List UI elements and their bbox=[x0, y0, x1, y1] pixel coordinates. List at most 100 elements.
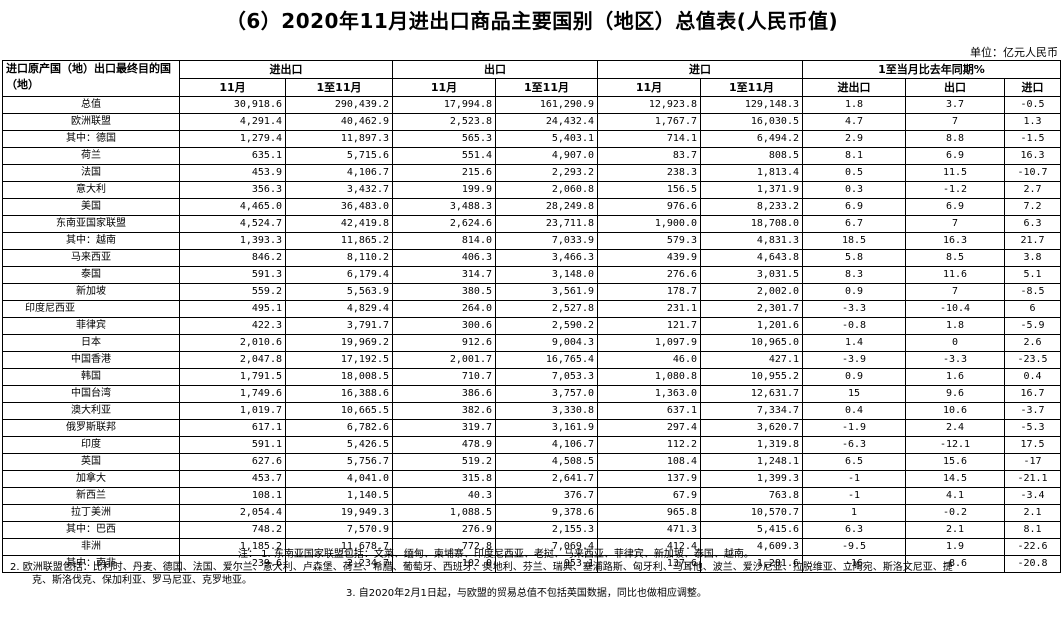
table-cell: 11,897.3 bbox=[285, 130, 393, 148]
table-cell: -20.8 bbox=[1004, 555, 1061, 573]
table-cell: 406.3 bbox=[392, 249, 496, 267]
table-cell: 6.5 bbox=[802, 453, 906, 471]
table-cell: 627.6 bbox=[179, 453, 286, 471]
table-cell: -0.8 bbox=[802, 317, 906, 335]
table-cell: 8.5 bbox=[905, 249, 1005, 267]
table-cell: 0.4 bbox=[802, 402, 906, 420]
table-cell: 17.5 bbox=[1004, 436, 1061, 454]
table-cell: 315.8 bbox=[392, 470, 496, 488]
row-name: 印度 bbox=[2, 436, 180, 454]
table-row: 荷兰 635.1 5,715.6 551.4 4,907.0 83.7 808.5 8.1 6.… bbox=[2, 147, 1061, 165]
table-cell: 161,290.9 bbox=[495, 96, 598, 114]
table-cell: 18,008.5 bbox=[285, 368, 393, 386]
row-name: 总值 bbox=[2, 96, 180, 114]
table-row: 英国 627.6 5,756.7 519.2 4,508.5 108.4 1,248.1 6.… bbox=[2, 453, 1061, 471]
table-cell: 637.1 bbox=[597, 402, 701, 420]
table-row: 意大利 356.3 3,432.7 199.9 2,060.8 156.5 1,371.9 0… bbox=[2, 181, 1061, 199]
table-cell: 42,419.8 bbox=[285, 215, 393, 233]
table-cell: 953.1 bbox=[495, 555, 598, 573]
table-row: 其中：德国 1,279.4 11,897.3 565.3 5,403.1 714.1 6,4… bbox=[2, 130, 1061, 148]
table-row: 中国台湾 1,749.6 16,388.6 386.6 3,757.0 1,363.0 12… bbox=[2, 385, 1061, 403]
table-cell: 16,765.4 bbox=[495, 351, 598, 369]
group-header-total: 进出口 bbox=[179, 60, 393, 79]
table-cell: 965.8 bbox=[597, 504, 701, 522]
table-cell: 83.7 bbox=[597, 147, 701, 165]
table-row: 菲律宾 422.3 3,791.7 300.6 2,590.2 121.7 1,201.6-… bbox=[2, 317, 1061, 335]
table-cell: 199.9 bbox=[392, 181, 496, 199]
table-cell: 4,831.3 bbox=[700, 232, 803, 250]
table-cell: 453.9 bbox=[179, 164, 286, 182]
table-cell: 137.9 bbox=[597, 470, 701, 488]
table-cell: -3.3 bbox=[905, 351, 1005, 369]
table-cell: 1,279.4 bbox=[179, 130, 286, 148]
table-cell: 3,791.7 bbox=[285, 317, 393, 335]
table-cell: 4,643.8 bbox=[700, 249, 803, 267]
table-cell: 6.9 bbox=[802, 198, 906, 216]
table-cell: 3,432.7 bbox=[285, 181, 393, 199]
table-cell: 1,767.7 bbox=[597, 113, 701, 131]
table-cell: 17,192.5 bbox=[285, 351, 393, 369]
table-cell: 15.6 bbox=[905, 453, 1005, 471]
table-cell: 356.3 bbox=[179, 181, 286, 199]
sub-header: 出口 bbox=[905, 78, 1005, 97]
row-name: 马来西亚 bbox=[2, 249, 180, 267]
table-cell: 16.3 bbox=[1004, 147, 1061, 165]
table-cell: 215.6 bbox=[392, 164, 496, 182]
table-cell: 6.3 bbox=[802, 521, 906, 539]
table-cell: -6.3 bbox=[802, 436, 906, 454]
table-cell: -10.7 bbox=[1004, 164, 1061, 182]
table-cell: 8.8 bbox=[905, 130, 1005, 148]
table-cell: 5.8 bbox=[802, 249, 906, 267]
table-cell: 19,949.3 bbox=[285, 504, 393, 522]
table-cell: -10.4 bbox=[905, 300, 1005, 318]
table-cell: 1,900.0 bbox=[597, 215, 701, 233]
table-cell: 3,161.9 bbox=[495, 419, 598, 437]
table-cell: 8.3 bbox=[802, 266, 906, 284]
table-cell: 2.9 bbox=[802, 130, 906, 148]
table-cell: 8.1 bbox=[802, 147, 906, 165]
table-cell: 3,031.5 bbox=[700, 266, 803, 284]
table-cell: 8,233.2 bbox=[700, 198, 803, 216]
table-cell: 108.1 bbox=[179, 487, 286, 505]
table-cell: -21.1 bbox=[1004, 470, 1061, 488]
table-cell: 2.1 bbox=[1004, 504, 1061, 522]
table-cell: 7,334.7 bbox=[700, 402, 803, 420]
table-cell: 2.7 bbox=[1004, 181, 1061, 199]
table-cell: 1,097.9 bbox=[597, 334, 701, 352]
table-cell: 635.1 bbox=[179, 147, 286, 165]
row-name: 菲律宾 bbox=[2, 317, 180, 335]
table-cell: -1.9 bbox=[802, 419, 906, 437]
table-cell: 6.3 bbox=[1004, 215, 1061, 233]
sub-header: 进出口 bbox=[802, 78, 906, 97]
table-cell: 3,488.3 bbox=[392, 198, 496, 216]
group-header-export: 出口 bbox=[392, 60, 598, 79]
table-cell: 1,791.5 bbox=[179, 368, 286, 386]
table-cell: -0.5 bbox=[1004, 96, 1061, 114]
table-row: 拉丁美洲 2,054.4 19,949.3 1,088.5 9,378.6 965.8 10… bbox=[2, 504, 1061, 522]
table-cell: 156.5 bbox=[597, 181, 701, 199]
table-cell: 1,019.7 bbox=[179, 402, 286, 420]
table-cell: 1,080.8 bbox=[597, 368, 701, 386]
table-cell: 2,624.6 bbox=[392, 215, 496, 233]
table-cell: 748.2 bbox=[179, 521, 286, 539]
table-cell: 4.1 bbox=[905, 487, 1005, 505]
table-cell: 17,994.8 bbox=[392, 96, 496, 114]
table-cell: 16,030.5 bbox=[700, 113, 803, 131]
table-cell: -23.5 bbox=[1004, 351, 1061, 369]
table-cell: 2,002.0 bbox=[700, 283, 803, 301]
table-cell: 453.7 bbox=[179, 470, 286, 488]
row-name: 其中：越南 bbox=[2, 232, 180, 250]
table-cell: 1 bbox=[802, 504, 906, 522]
table-cell: 11.6 bbox=[905, 266, 1005, 284]
row-name: 欧洲联盟 bbox=[2, 113, 180, 131]
table-cell: 5,426.5 bbox=[285, 436, 393, 454]
table-row: 新西兰 108.1 1,140.5 40.3 376.7 67.9 763.8 -1 4.1 -3… bbox=[2, 487, 1061, 505]
table-cell: 7 bbox=[905, 215, 1005, 233]
row-name: 其中：德国 bbox=[2, 130, 180, 148]
sub-header: 1至11月 bbox=[285, 78, 393, 97]
sub-header: 11月 bbox=[392, 78, 496, 97]
table-cell: 2,641.7 bbox=[495, 470, 598, 488]
table-cell: 16.7 bbox=[1004, 385, 1061, 403]
table-cell: 40,462.9 bbox=[285, 113, 393, 131]
footnotes: 注： 1. 东南亚国家联盟包括：文莱、缅甸、柬埔寨、印度尼西亚、老挝、马来西亚、… bbox=[10, 548, 1060, 600]
